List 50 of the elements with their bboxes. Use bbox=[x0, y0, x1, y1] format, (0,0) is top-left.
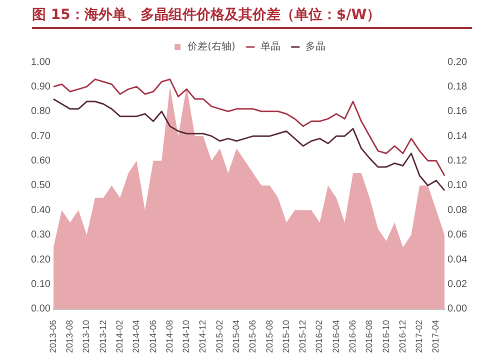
x-tick-label: 2015-10 bbox=[280, 320, 291, 353]
y2-tick-label: 0.06 bbox=[448, 230, 468, 241]
legend-label: 单晶 bbox=[260, 40, 280, 53]
y-tick-label: 0.90 bbox=[30, 81, 51, 92]
x-tick-label: 2014-10 bbox=[181, 320, 192, 353]
x-tick-label: 2015-12 bbox=[298, 320, 308, 353]
x-tick-label: 2016-12 bbox=[397, 320, 408, 353]
x-tick-label: 2015-08 bbox=[264, 320, 274, 353]
y-tick-label: 1.00 bbox=[30, 56, 51, 68]
y2-tick-label: 0.04 bbox=[448, 254, 468, 266]
legend-label: 价差(右轴) bbox=[186, 40, 236, 53]
x-tick-label: 2013-12 bbox=[98, 320, 108, 353]
y-tick-label: 0.50 bbox=[30, 180, 51, 192]
x-tick-label: 2016-08 bbox=[364, 320, 374, 353]
y2-tick-label: 0.02 bbox=[448, 279, 468, 290]
x-tick-label: 2013-10 bbox=[81, 320, 92, 353]
y-tick-label: 0.20 bbox=[30, 254, 51, 266]
y-tick-label: 0.10 bbox=[30, 279, 51, 290]
y-tick-label: 0.30 bbox=[30, 230, 51, 241]
y-tick-label: 0.60 bbox=[30, 156, 51, 167]
y2-tick-label: 0.08 bbox=[448, 204, 468, 216]
x-tick-label: 2014-04 bbox=[131, 320, 142, 353]
y2-tick-label: 0.20 bbox=[448, 56, 468, 68]
x-tick-label: 2014-12 bbox=[198, 320, 208, 353]
x-tick-label: 2014-08 bbox=[164, 320, 174, 353]
x-tick-label: 2014-02 bbox=[114, 320, 125, 353]
y-tick-label: 0.70 bbox=[30, 130, 51, 142]
x-tick-label: 2016-02 bbox=[314, 320, 324, 353]
x-tick-label: 2017-04 bbox=[430, 320, 441, 353]
y2-tick-label: 0.16 bbox=[448, 106, 468, 118]
x-tick-label: 2016-06 bbox=[347, 320, 358, 353]
y2-tick-label: 0.12 bbox=[448, 156, 468, 167]
y-tick-label: 0.40 bbox=[30, 204, 51, 216]
x-tick-label: 2016-10 bbox=[380, 320, 391, 353]
y2-tick-label: 0.14 bbox=[448, 130, 468, 142]
y-tick-label: 0.80 bbox=[30, 106, 51, 118]
x-tick-label: 2015-06 bbox=[248, 320, 258, 353]
x-tick-label: 2013-06 bbox=[48, 320, 58, 353]
x-tick-label: 2015-02 bbox=[214, 320, 224, 353]
x-tick-label: 2014-06 bbox=[148, 320, 158, 353]
legend-label: 多晶 bbox=[305, 40, 326, 53]
x-tick-label: 2016-04 bbox=[330, 320, 341, 353]
chart-title: 图 15：海外单、多晶组件价格及其价差（单位：$/W） bbox=[32, 6, 472, 29]
y2-tick-label: 0.00 bbox=[448, 304, 468, 315]
y2-tick-label: 0.10 bbox=[448, 180, 468, 192]
y2-tick-label: 0.18 bbox=[448, 81, 468, 92]
x-tick-label: 2013-08 bbox=[64, 320, 75, 353]
y-tick-label: 0.00 bbox=[30, 304, 51, 315]
x-tick-label: 2017-02 bbox=[414, 320, 424, 353]
x-tick-label: 2015-04 bbox=[231, 320, 242, 353]
